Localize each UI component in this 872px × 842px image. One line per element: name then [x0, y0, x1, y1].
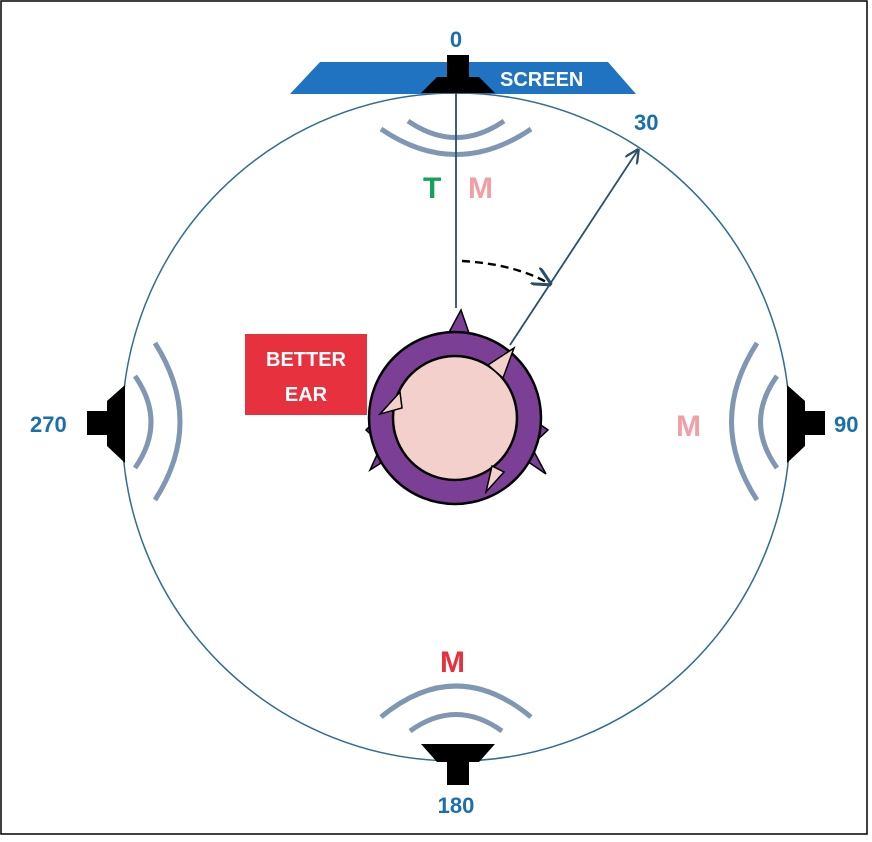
- right-outer-wave: [732, 343, 758, 500]
- front-masker-label: M: [468, 172, 493, 205]
- left-inner-wave: [135, 376, 151, 468]
- better-ear-line1: BETTER: [266, 349, 347, 371]
- angle-label-270: 270: [30, 412, 67, 437]
- front-target-label: T: [423, 172, 441, 205]
- better-ear-line2: EAR: [285, 384, 328, 406]
- speaker-left-icon: [87, 385, 125, 463]
- back-inner-wave: [410, 715, 502, 732]
- screen-label: SCREEN: [500, 69, 583, 91]
- speaker-right-icon: [787, 385, 825, 463]
- back-masker-label: M: [440, 646, 465, 679]
- right-inner-wave: [761, 376, 778, 468]
- angle-label-90: 90: [834, 412, 858, 437]
- angle-label-0: 0: [450, 27, 462, 52]
- right-masker-label: M: [676, 410, 701, 443]
- angle-label-180: 180: [438, 793, 475, 818]
- thirty-degree-arrow: [510, 150, 638, 345]
- left-outer-wave: [155, 343, 180, 500]
- speaker-back-icon: [421, 744, 495, 785]
- rotation-arrow: [462, 261, 550, 284]
- listener-head-icon: [366, 310, 548, 504]
- angle-label-30: 30: [634, 110, 658, 135]
